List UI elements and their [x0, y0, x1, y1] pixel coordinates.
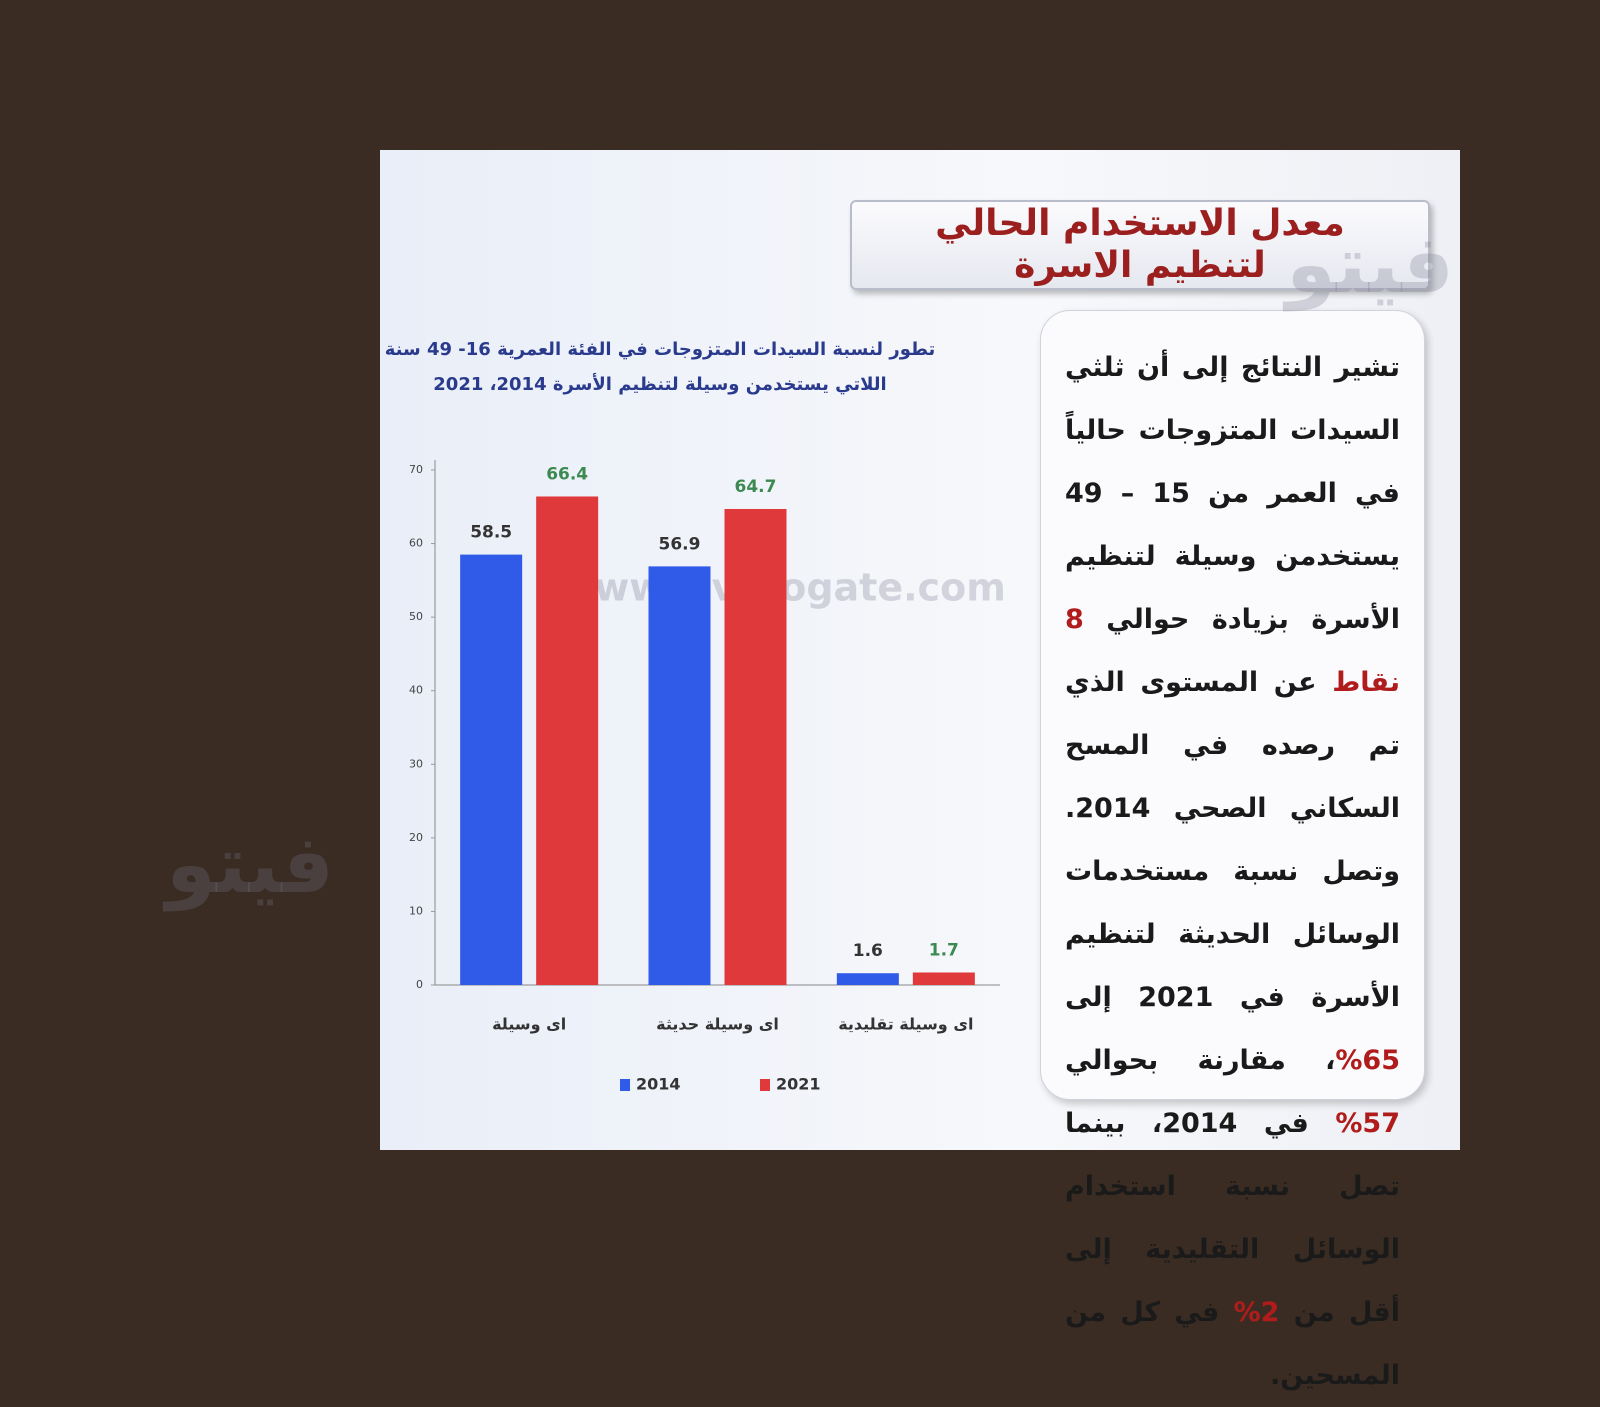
paragraph-run: 57%	[1335, 1108, 1400, 1139]
paragraph-run: 2%	[1233, 1297, 1280, 1328]
legend-swatch	[620, 1079, 630, 1091]
x-tick-label: اى وسيلة تقليدية	[838, 1015, 973, 1034]
y-tick-label: 20	[409, 831, 423, 844]
y-tick-label: 40	[409, 684, 423, 697]
y-tick-label: 0	[416, 978, 423, 991]
bar	[648, 566, 711, 985]
paragraph-run: ، مقارنة بحوالي	[1065, 1045, 1336, 1076]
y-tick-label: 30	[409, 757, 423, 770]
bar	[836, 973, 899, 985]
value-label: 58.5	[470, 523, 512, 543]
slide-title: معدل الاستخدام الحالي لتنظيم الاسرة	[850, 200, 1430, 290]
page: معدل الاستخدام الحالي لتنظيم الاسرة تشير…	[162, 150, 1460, 1391]
paragraph-run: 65%	[1335, 1045, 1400, 1076]
x-tick-label: اى وسيلة	[492, 1015, 566, 1034]
y-tick-label: 10	[409, 904, 423, 917]
x-tick-label: اى وسيلة حديثة	[656, 1015, 779, 1034]
bar	[724, 508, 787, 985]
value-label: 64.7	[735, 477, 777, 497]
watermark: فيتو	[162, 818, 334, 912]
value-label: 1.6	[853, 941, 883, 961]
y-tick-label: 50	[409, 610, 423, 623]
legend-swatch	[760, 1079, 770, 1091]
chart-title: تطور لنسبة السيدات المتزوجات في الفئة ال…	[385, 339, 936, 360]
bar	[536, 496, 599, 985]
value-label: 56.9	[659, 534, 701, 554]
paragraph-run: عن المستوى الذي تم رصده في المسح السكاني…	[1065, 667, 1400, 1013]
bar	[912, 972, 975, 985]
y-tick-label: 70	[409, 463, 423, 476]
value-label: 66.4	[546, 464, 588, 484]
legend-label: 2014	[636, 1075, 681, 1094]
paragraph-run: تشير النتائج إلى أن ثلثي السيدات المتزوج…	[1065, 352, 1400, 635]
chart: تطور لنسبة السيدات المتزوجات في الفئة ال…	[162, 218, 1454, 1094]
value-label: 1.7	[929, 940, 959, 960]
paragraph-run: 8 نقاط	[1065, 604, 1400, 698]
chart-subtitle: اللاتي يستخدمن وسيلة لتنظيم الأسرة 2014،…	[433, 373, 886, 395]
legend-label: 2021	[776, 1075, 821, 1094]
watermark: فيتو	[1282, 218, 1454, 312]
y-tick-label: 60	[409, 537, 423, 550]
bar	[460, 554, 523, 985]
